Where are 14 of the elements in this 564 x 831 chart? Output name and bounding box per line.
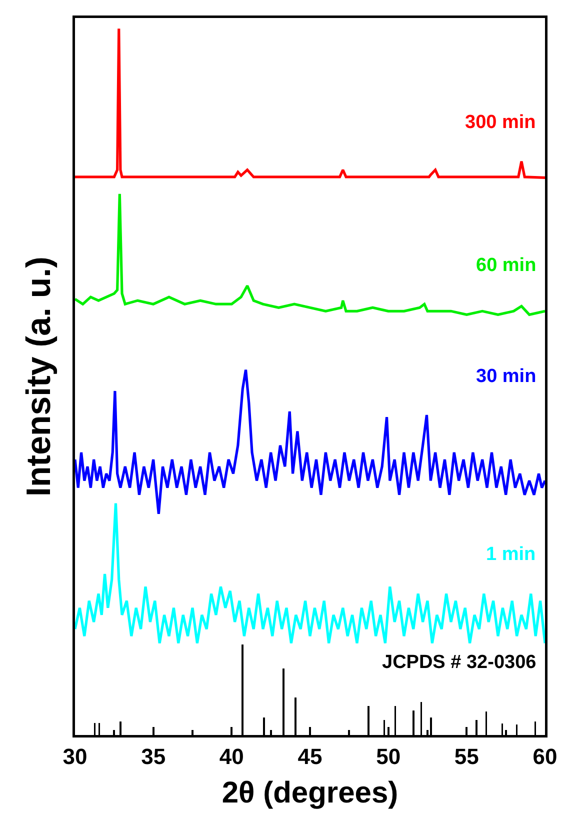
x-tick-label: 45 [298,744,322,769]
series-label: 1 min [486,544,536,565]
x-tick-label: 40 [219,744,244,769]
y-axis-title: Intensity (a. u.) [20,256,58,496]
x-tick-label: 50 [376,744,401,769]
series-label: 300 min [465,112,536,133]
series-label: JCPDS # 32-0306 [382,652,536,673]
x-tick-label: 35 [141,744,166,769]
text: 30 min [476,366,536,387]
x-axis-title: 2θ (degrees) [222,776,398,810]
x-tick-label: 30 [62,744,88,769]
x-tick-label: 60 [532,744,558,769]
x-tick-label: 55 [454,744,479,769]
series-label: 60 min [476,255,536,276]
